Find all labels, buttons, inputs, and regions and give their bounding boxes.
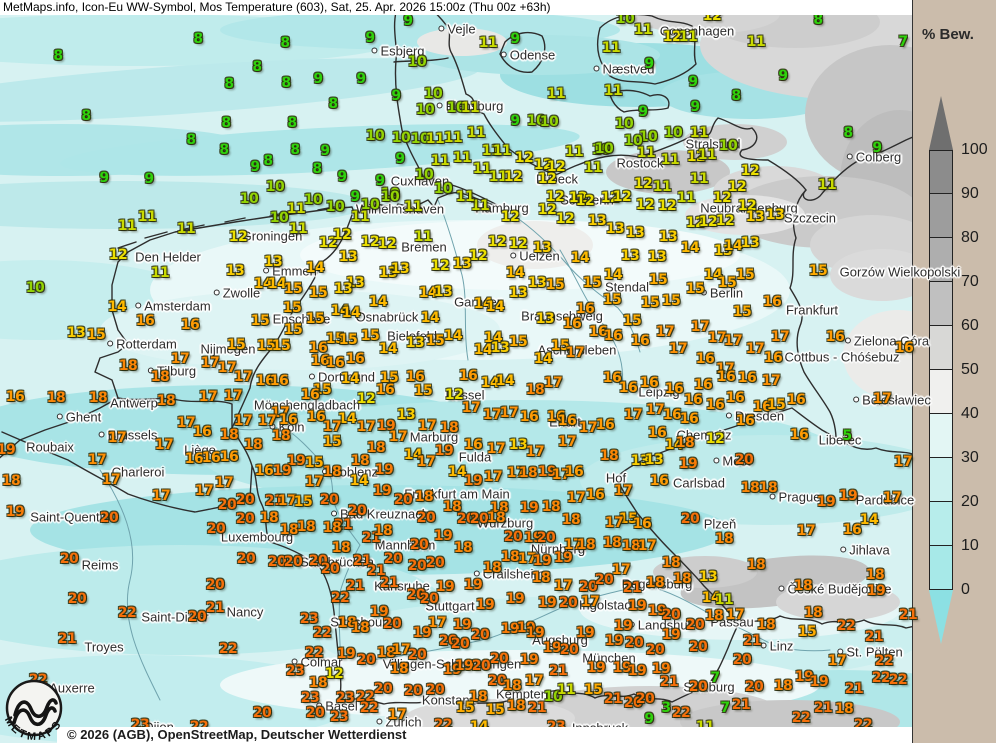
title-bar: MetMaps.info, Icon-Eu WW-Symbol, Mos Tem… [0, 0, 912, 15]
legend-scale-segment [929, 502, 953, 546]
legend-tick-label: 50 [961, 361, 979, 378]
legend-scale-segment [929, 238, 953, 282]
borders-layer [0, 0, 912, 707]
metmaps-logo-icon: METMAPS [2, 679, 62, 743]
legend-tick-label: 60 [961, 317, 979, 334]
legend-scale-segment [929, 458, 953, 502]
legend-tick-label: 30 [961, 449, 979, 466]
legend-scale-segment [929, 326, 953, 370]
legend-tick-label: 70 [961, 273, 979, 290]
attribution-bar: © 2026 (AGB), OpenStreetMap, Deutscher W… [57, 727, 912, 743]
legend-tick-label: 90 [961, 185, 979, 202]
weather-map [0, 0, 912, 743]
rivers-layer [99, 178, 831, 701]
legend-tick-label: 10 [961, 537, 979, 554]
legend-tick-label: 0 [961, 581, 970, 598]
legend-scale-segment [929, 194, 953, 238]
legend-title: % Bew. [922, 26, 974, 43]
legend-arrow-top [929, 96, 953, 150]
legend-tick-label: 100 [961, 141, 988, 158]
legend-scale-segment [929, 282, 953, 326]
legend-panel: % Bew. 100 90 80 70 60 50 40 30 20 10 0 [912, 0, 996, 743]
cloud-cover-layer [0, 0, 912, 743]
legend-tick-label: 20 [961, 493, 979, 510]
legend-tick-label: 80 [961, 229, 979, 246]
attribution-text: © 2026 (AGB), OpenStreetMap, Deutscher W… [67, 727, 407, 742]
legend-scale-segment [929, 546, 953, 590]
legend-scale-segment [929, 150, 953, 194]
legend-arrow-bottom [929, 590, 953, 644]
legend-scale-segment [929, 370, 953, 414]
map-title: MetMaps.info, Icon-Eu WW-Symbol, Mos Tem… [3, 0, 551, 14]
legend-scale-segment [929, 414, 953, 458]
legend-tick-label: 40 [961, 405, 979, 422]
